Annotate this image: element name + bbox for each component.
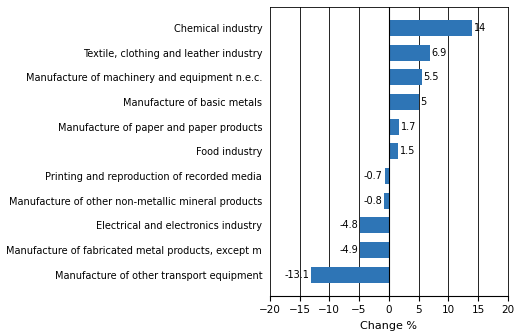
Bar (360, 217, 389, 233)
Bar (311, 266, 389, 283)
Text: 1.5: 1.5 (399, 146, 415, 156)
Bar (389, 45, 430, 60)
Text: -4.9: -4.9 (339, 245, 358, 255)
Bar (384, 193, 389, 209)
Bar (389, 69, 422, 85)
Text: 5.5: 5.5 (423, 72, 439, 82)
Bar (389, 119, 399, 134)
Bar (360, 242, 389, 258)
Text: 6.9: 6.9 (432, 47, 447, 57)
Text: -4.8: -4.8 (340, 220, 359, 230)
Bar (389, 143, 398, 159)
Text: -13.1: -13.1 (284, 269, 309, 280)
Text: 1.7: 1.7 (401, 122, 416, 131)
Text: 14: 14 (474, 23, 486, 33)
Bar (385, 168, 389, 184)
Bar (389, 94, 418, 110)
Bar (389, 20, 472, 36)
X-axis label: Change %: Change % (360, 321, 417, 331)
Text: 5: 5 (421, 97, 426, 107)
Text: -0.7: -0.7 (364, 171, 383, 181)
Text: -0.8: -0.8 (363, 196, 382, 206)
